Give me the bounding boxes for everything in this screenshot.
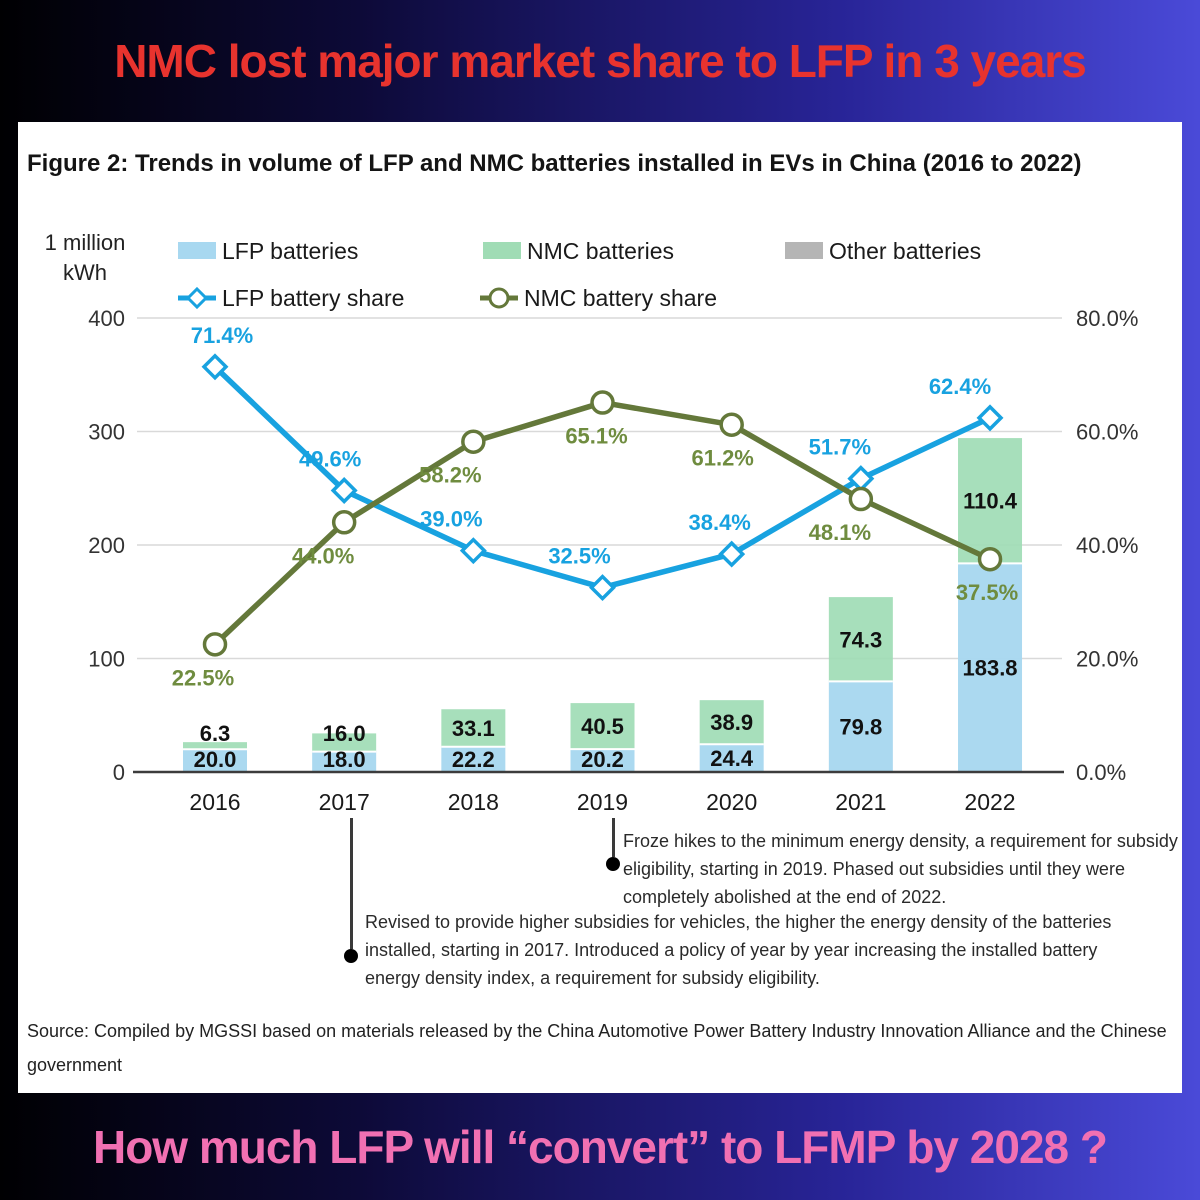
svg-text:20.0: 20.0 <box>194 747 237 772</box>
svg-text:2020: 2020 <box>706 789 757 815</box>
svg-text:0: 0 <box>113 760 125 785</box>
svg-text:183.8: 183.8 <box>962 656 1017 681</box>
svg-text:22.5%: 22.5% <box>172 665 234 690</box>
top-banner: NMC lost major market share to LFP in 3 … <box>0 0 1200 122</box>
svg-text:51.7%: 51.7% <box>809 435 871 460</box>
svg-text:300: 300 <box>88 420 125 445</box>
svg-text:33.1: 33.1 <box>452 716 495 741</box>
svg-text:71.4%: 71.4% <box>191 323 253 348</box>
svg-text:2016: 2016 <box>189 789 240 815</box>
svg-text:80.0%: 80.0% <box>1076 306 1138 331</box>
svg-text:74.3: 74.3 <box>839 627 882 652</box>
annotation-bullet-2019 <box>606 857 620 871</box>
svg-text:16.0: 16.0 <box>323 721 366 746</box>
svg-text:kWh: kWh <box>63 260 107 285</box>
svg-text:61.2%: 61.2% <box>691 446 753 471</box>
svg-text:2019: 2019 <box>577 789 628 815</box>
annotation-text-2019: Froze hikes to the minimum energy densit… <box>623 831 1178 907</box>
svg-text:200: 200 <box>88 533 125 558</box>
svg-text:2022: 2022 <box>964 789 1015 815</box>
figure-panel: Figure 2: Trends in volume of LFP and NM… <box>18 122 1182 1093</box>
svg-text:79.8: 79.8 <box>839 715 882 740</box>
combo-chart-svg: 0 100 200 300 400 0.0% 20.0% 40.0% 60.0% 80.0% 20.… <box>45 230 1139 815</box>
svg-text:49.6%: 49.6% <box>299 447 361 472</box>
svg-text:NMC batteries: NMC batteries <box>527 238 674 264</box>
svg-text:60.0%: 60.0% <box>1076 420 1138 445</box>
svg-text:6.3: 6.3 <box>200 721 231 746</box>
svg-text:24.4: 24.4 <box>710 746 754 771</box>
svg-text:32.5%: 32.5% <box>548 544 610 569</box>
chart-area: 0 100 200 300 400 0.0% 20.0% 40.0% 60.0% 80.0% 20.… <box>18 225 1182 815</box>
svg-text:400: 400 <box>88 306 125 331</box>
svg-text:2021: 2021 <box>835 789 886 815</box>
bottom-banner: How much LFP will “convert” to LFMP by 2… <box>0 1093 1200 1200</box>
svg-text:20.0%: 20.0% <box>1076 647 1138 672</box>
source-text: Source: Compiled by MGSSI based on mater… <box>27 1021 1167 1075</box>
svg-text:40.0%: 40.0% <box>1076 533 1138 558</box>
svg-text:LFP battery share: LFP battery share <box>222 285 404 311</box>
svg-text:LFP batteries: LFP batteries <box>222 238 358 264</box>
annotation-bullet-2017 <box>344 949 358 963</box>
svg-text:38.4%: 38.4% <box>688 510 750 535</box>
annotation-text-2017: Revised to provide higher subsidies for … <box>365 912 1112 988</box>
svg-text:20.2: 20.2 <box>581 747 624 772</box>
svg-text:39.0%: 39.0% <box>420 507 482 532</box>
svg-text:110.4: 110.4 <box>963 489 1018 514</box>
svg-text:65.1%: 65.1% <box>565 424 627 449</box>
svg-text:Other batteries: Other batteries <box>829 238 981 264</box>
svg-text:22.2: 22.2 <box>452 747 495 772</box>
top-headline: NMC lost major market share to LFP in 3 … <box>114 35 1087 87</box>
svg-text:40.5: 40.5 <box>581 714 624 739</box>
svg-text:44.0%: 44.0% <box>292 543 354 568</box>
annotation-connector-2017 <box>350 818 353 949</box>
svg-text:2017: 2017 <box>319 789 370 815</box>
svg-text:NMC battery share: NMC battery share <box>524 285 717 311</box>
figure-title: Figure 2: Trends in volume of LFP and NM… <box>27 150 1082 177</box>
svg-text:58.2%: 58.2% <box>419 463 481 488</box>
svg-text:2018: 2018 <box>448 789 499 815</box>
svg-text:37.5%: 37.5% <box>956 580 1018 605</box>
svg-text:38.9: 38.9 <box>710 710 753 735</box>
svg-text:1 million: 1 million <box>45 230 126 255</box>
annotation-connector-2019 <box>612 818 615 857</box>
svg-text:48.1%: 48.1% <box>809 520 871 545</box>
svg-text:100: 100 <box>88 647 125 672</box>
svg-text:62.4%: 62.4% <box>929 374 991 399</box>
svg-text:0.0%: 0.0% <box>1076 760 1126 785</box>
bottom-headline: How much LFP will “convert” to LFMP by 2… <box>92 1120 1108 1173</box>
svg-text:18.0: 18.0 <box>323 747 366 772</box>
